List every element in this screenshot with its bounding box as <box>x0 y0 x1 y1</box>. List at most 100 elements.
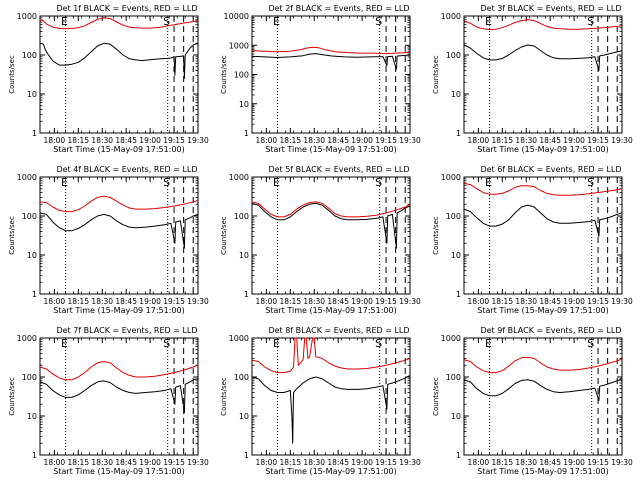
x-tick-label: 18:45 <box>539 458 561 467</box>
y-tick-label: 1000 <box>229 334 249 343</box>
chart-title: Det 2f BLACK = Events, RED = LLD <box>268 4 409 13</box>
chart-panel-4: Det 4f BLACK = Events, RED = LLD 1 10 100 10… <box>8 165 209 315</box>
y-tick-label: 10 <box>27 90 37 99</box>
y-tick-label: 100 <box>446 212 461 221</box>
y-tick-label: 1 <box>244 290 249 299</box>
x-tick-label: 19:00 <box>563 136 585 145</box>
x-tick-label: 18:30 <box>515 297 537 306</box>
x-axis-label: Start Time (15-May-09 17:51:00) <box>477 306 608 315</box>
series-line-events <box>463 44 623 71</box>
plot-frame <box>251 337 411 456</box>
series-line-lld <box>39 17 199 30</box>
x-tick-label: 18:00 <box>468 297 490 306</box>
x-tick-label: 19:15 <box>375 458 397 467</box>
x-tick-label: 18:15 <box>67 297 89 306</box>
y-tick-label: 10 <box>451 90 461 99</box>
series-line-events <box>39 212 199 249</box>
x-tick-label: 18:15 <box>67 458 89 467</box>
chart-title: Det 4f BLACK = Events, RED = LLD <box>56 165 197 174</box>
plot-frame <box>39 176 199 295</box>
x-tick-label: 19:15 <box>375 297 397 306</box>
y-tick-label: 1 <box>456 129 461 138</box>
y-tick-label: 10 <box>451 412 461 421</box>
x-tick-label: 18:45 <box>327 297 349 306</box>
y-tick-label: 10 <box>27 251 37 260</box>
x-tick-label: 18:00 <box>468 458 490 467</box>
x-tick-label: 18:30 <box>91 458 113 467</box>
y-tick-label: 1 <box>32 290 37 299</box>
x-tick-label: 19:00 <box>563 458 585 467</box>
x-axis-label: Start Time (15-May-09 17:51:00) <box>53 145 184 154</box>
x-axis-label: Start Time (15-May-09 17:51:00) <box>265 467 396 476</box>
x-tick-label: 19:00 <box>351 458 373 467</box>
y-tick-label: 1000 <box>17 173 37 182</box>
series-line-events <box>463 204 623 237</box>
x-tick-label: 18:45 <box>327 458 349 467</box>
x-tick-label: 18:45 <box>327 136 349 145</box>
y-tick-label: 100 <box>22 51 37 60</box>
y-tick-label: 100 <box>22 212 37 221</box>
x-axis-label: Start Time (15-May-09 17:51:00) <box>53 467 184 476</box>
marker-label: E <box>61 337 68 350</box>
x-tick-label: 19:00 <box>139 458 161 467</box>
series-line-events <box>251 53 411 70</box>
y-tick-label: 1000 <box>229 173 249 182</box>
x-axis-label: Start Time (15-May-09 17:51:00) <box>265 145 396 154</box>
x-tick-label: 18:45 <box>115 297 137 306</box>
x-tick-label: 19:30 <box>611 458 633 467</box>
y-tick-label: 1 <box>244 129 249 138</box>
x-tick-label: 18:45 <box>539 136 561 145</box>
marker-label: E <box>485 337 492 350</box>
y-tick-label: 1000 <box>17 12 37 21</box>
x-tick-label: 19:30 <box>611 297 633 306</box>
marker-label: S <box>375 15 382 28</box>
x-tick-label: 19:00 <box>351 297 373 306</box>
y-tick-label: 1 <box>32 129 37 138</box>
y-axis-label: Counts/sec <box>220 55 228 94</box>
y-tick-label: 1000 <box>17 334 37 343</box>
x-tick-label: 18:00 <box>44 297 66 306</box>
y-tick-label: 100 <box>22 373 37 382</box>
y-axis-label: Counts/sec <box>8 216 16 255</box>
y-tick-label: 100 <box>446 51 461 60</box>
marker-label: S <box>587 176 594 189</box>
y-tick-label: 100 <box>234 71 249 80</box>
y-tick-label: 100 <box>446 373 461 382</box>
series-line-lld <box>251 46 411 55</box>
x-axis-label: Start Time (15-May-09 17:51:00) <box>477 145 608 154</box>
x-tick-label: 19:15 <box>587 136 609 145</box>
x-tick-label: 19:15 <box>375 136 397 145</box>
x-tick-label: 18:15 <box>279 297 301 306</box>
y-tick-label: 10 <box>27 412 37 421</box>
y-tick-label: 1 <box>244 451 249 460</box>
marker-label: S <box>587 337 594 350</box>
y-tick-label: 1000 <box>441 12 461 21</box>
y-axis-label: Counts/sec <box>220 377 228 416</box>
x-axis-label: Start Time (15-May-09 17:51:00) <box>477 467 608 476</box>
marker-label: S <box>163 15 170 28</box>
x-tick-label: 18:30 <box>303 458 325 467</box>
chart-panel-9: Det 9f BLACK = Events, RED = LLD 1 10 100 10… <box>432 326 633 476</box>
y-tick-label: 100 <box>234 212 249 221</box>
chart-panel-5: Det 5f BLACK = Events, RED = LLD 1 10 100 10… <box>220 165 421 315</box>
chart-panel-2: Det 2f BLACK = Events, RED = LLD 1 10 100 10… <box>220 4 421 154</box>
marker-label: S <box>375 337 382 350</box>
chart-title: Det 3f BLACK = Events, RED = LLD <box>480 4 621 13</box>
plot-frame <box>251 15 411 134</box>
x-axis-label: Start Time (15-May-09 17:51:00) <box>265 306 396 315</box>
marker-label: E <box>485 15 492 28</box>
chart-panel-1: Det 1f BLACK = Events, RED = LLD 1 10 100 10… <box>8 4 209 154</box>
x-tick-label: 19:30 <box>399 136 421 145</box>
y-tick-label: 10 <box>239 251 249 260</box>
x-axis-label: Start Time (15-May-09 17:51:00) <box>53 306 184 315</box>
y-tick-label: 1000 <box>441 173 461 182</box>
x-tick-label: 18:15 <box>279 136 301 145</box>
x-tick-label: 18:00 <box>468 136 490 145</box>
y-tick-label: 1 <box>456 290 461 299</box>
y-tick-label: 10 <box>239 412 249 421</box>
x-tick-label: 19:15 <box>163 458 185 467</box>
series-line-events <box>39 42 199 79</box>
series-line-lld <box>39 361 199 381</box>
x-tick-label: 19:00 <box>351 136 373 145</box>
plot-frame <box>39 337 199 456</box>
